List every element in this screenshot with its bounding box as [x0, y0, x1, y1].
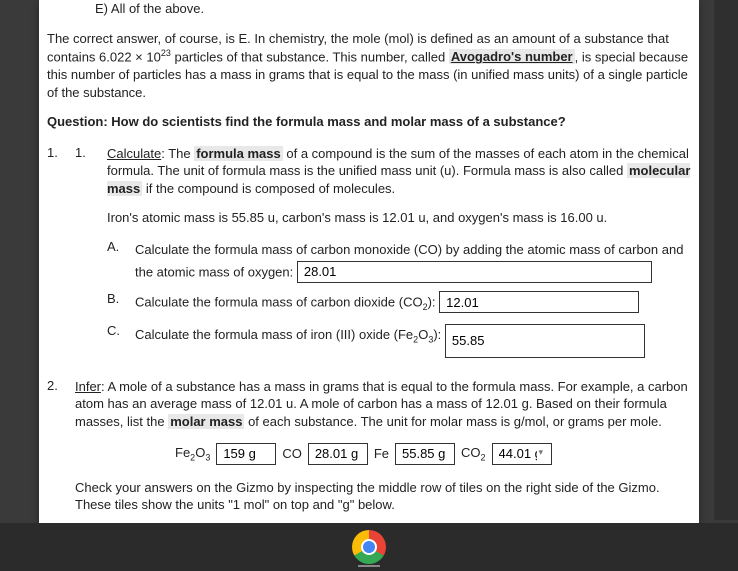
co2-label: CO2	[461, 445, 486, 463]
co2-co: CO	[461, 445, 481, 460]
check-answers-text: Check your answers on the Gizmo by inspe…	[75, 479, 691, 514]
formula-mass-term: formula mass	[194, 146, 283, 161]
taskbar	[0, 523, 738, 571]
answer-mid: particles of that substance. This number…	[171, 49, 449, 64]
step-1-body: Calculate: The formula mass of a compoun…	[107, 145, 691, 366]
chrome-icon[interactable]	[352, 530, 386, 564]
substep-c-text-after: ):	[433, 327, 445, 342]
atomic-masses-line: Iron's atomic mass is 55.85 u, carbon's …	[107, 209, 691, 227]
substep-c-letter: C.	[107, 324, 123, 338]
step-2-outer-num: 2.	[47, 378, 65, 526]
substep-a-letter: A.	[107, 239, 123, 254]
step2-body2: of each substance. The unit for molar ma…	[244, 414, 661, 429]
step-2-body: Infer: A mole of a substance has a mass …	[75, 378, 691, 526]
substep-b-body: Calculate the formula mass of carbon dio…	[135, 291, 691, 315]
question-line: Question: How do scientists find the for…	[47, 113, 691, 131]
step-1-outer-num: 1.	[47, 145, 65, 366]
step1-body2: if the compound is composed of molecules…	[142, 181, 395, 196]
fe2o3-s2: 3	[205, 452, 210, 462]
substep-a-body: Calculate the formula mass of carbon mon…	[135, 239, 691, 284]
substep-c-body: Calculate the formula mass of iron (III)…	[135, 324, 691, 358]
question-label: Question:	[47, 114, 108, 129]
co-formula-mass-input[interactable]	[297, 261, 652, 283]
substep-c-text-before: Calculate the formula mass of iron (III)…	[135, 327, 413, 342]
step-1-para: Calculate: The formula mass of a compoun…	[107, 145, 691, 198]
co-molar-mass-input[interactable]	[308, 443, 368, 465]
substep-a: A. Calculate the formula mass of carbon …	[107, 239, 691, 284]
step-1-inner-num: 1.	[75, 145, 97, 366]
content-area: E) All of the above. The correct answer,…	[39, 0, 699, 526]
fe2o3-fe: Fe	[175, 445, 190, 460]
fe2o3-label: Fe2O3	[175, 445, 210, 463]
step-2: 2. Infer: A mole of a substance has a ma…	[47, 378, 691, 526]
calculate-word: Calculate	[107, 146, 161, 161]
substep-c: C. Calculate the formula mass of iron (I…	[107, 324, 691, 358]
question-text: How do scientists find the formula mass …	[108, 114, 566, 129]
substep-b: B. Calculate the formula mass of carbon …	[107, 291, 691, 315]
co-label: CO	[282, 446, 302, 461]
molar-mass-term: molar mass	[168, 414, 244, 429]
co2-formula-mass-input[interactable]	[439, 291, 639, 313]
fe2o3-o: O	[195, 445, 205, 460]
document-page: E) All of the above. The correct answer,…	[39, 0, 699, 565]
exponent-23: 23	[161, 48, 171, 58]
co2-s: 2	[481, 452, 486, 462]
option-e-line: E) All of the above.	[47, 0, 691, 18]
infer-word: Infer	[75, 379, 101, 394]
substep-b-text-before: Calculate the formula mass of carbon dio…	[135, 295, 423, 310]
co2-molar-mass-input[interactable]	[492, 443, 552, 465]
option-e-text: E) All of the above.	[95, 1, 204, 16]
co2-molar-mass-select-wrap: ▾	[492, 443, 552, 465]
fe-label: Fe	[374, 446, 389, 461]
sub-steps: A. Calculate the formula mass of carbon …	[107, 239, 691, 358]
active-app-indicator	[358, 565, 380, 567]
fe2o3-molar-mass-input[interactable]	[216, 443, 276, 465]
step-2-para: Infer: A mole of a substance has a mass …	[75, 378, 691, 431]
fe-molar-mass-input[interactable]	[395, 443, 455, 465]
substep-b-text-after: ):	[428, 295, 440, 310]
right-gutter	[714, 0, 738, 520]
fe2o3-formula-mass-input[interactable]	[445, 324, 645, 358]
correct-answer-paragraph: The correct answer, of course, is E. In …	[47, 30, 691, 102]
avogadro-term: Avogadro's number	[449, 49, 575, 64]
step-1: 1. 1. Calculate: The formula mass of a c…	[47, 145, 691, 366]
substep-c-mid: O	[418, 327, 428, 342]
molar-mass-row: Fe2O3 CO Fe CO2 ▾	[75, 443, 691, 465]
step1-lead: : The	[161, 146, 194, 161]
substep-b-letter: B.	[107, 291, 123, 306]
